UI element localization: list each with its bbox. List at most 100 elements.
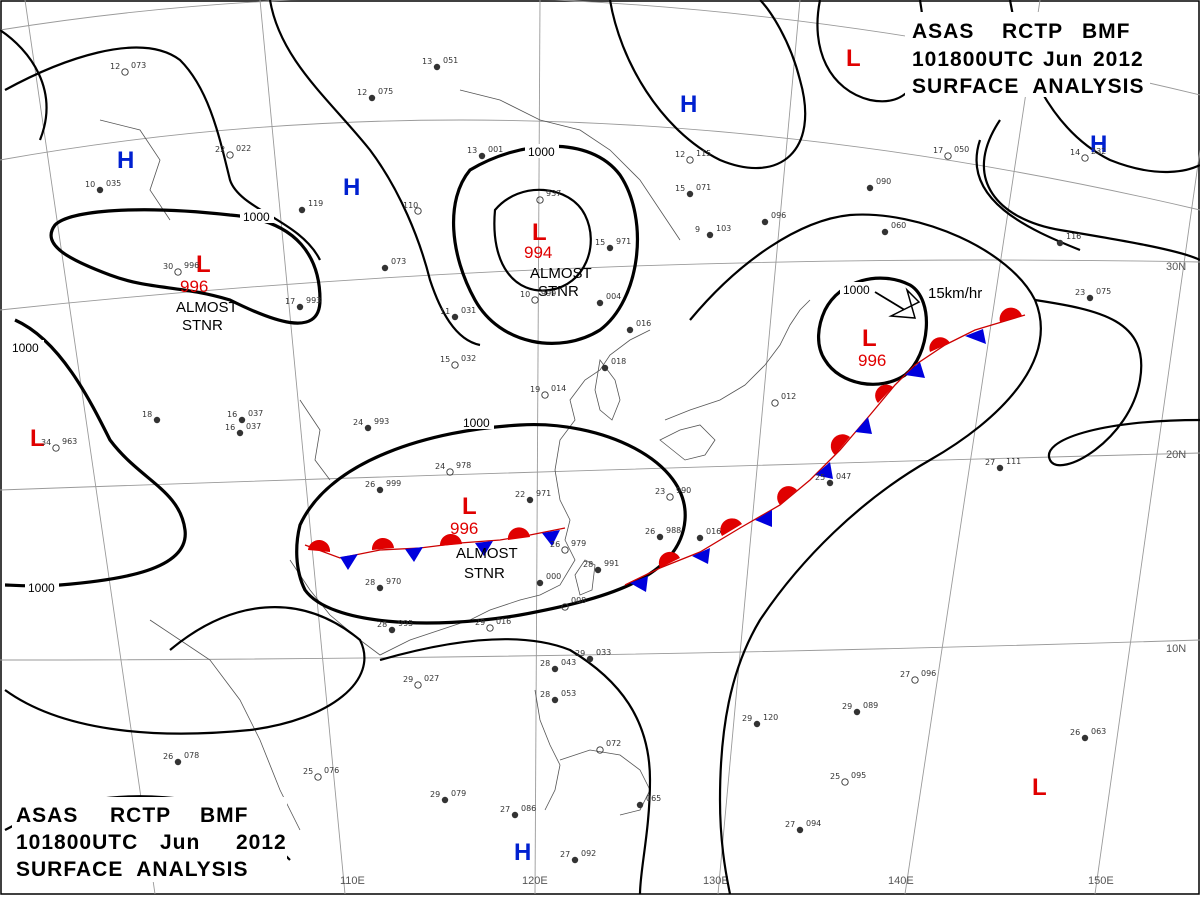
station-plot: 116 [1056, 232, 1081, 247]
isobar-east-band2 [1034, 298, 1200, 467]
cold-front-marker [855, 417, 872, 434]
station-pressure: 051 [443, 56, 458, 65]
station-circle [96, 186, 104, 194]
station-pressure: 971 [616, 237, 631, 246]
station-circle [596, 299, 604, 307]
station-plot: 016 [696, 527, 721, 542]
header-bottom-time: 101800UTC [16, 831, 138, 854]
station-circle [368, 94, 376, 102]
station-pressure: 119 [308, 199, 323, 208]
station-circle [174, 268, 182, 276]
cold-front-marker [755, 510, 772, 527]
station-pressure: 035 [106, 179, 121, 188]
grid-labels: 110E 120E 130E 140E 150E 30N 20N 10N [340, 261, 1186, 887]
station-plot: 004 [596, 292, 621, 307]
station-pressure: 012 [781, 392, 796, 401]
station-circle [451, 361, 459, 369]
cold-front-marker [905, 362, 925, 378]
station-temperature: 23 [1075, 288, 1085, 297]
isobar-1000-central [295, 422, 687, 625]
station-temperature: 28 [365, 578, 375, 587]
station-circle [433, 63, 441, 71]
station-circle [606, 244, 614, 252]
low-note-line2: STNR [182, 317, 223, 334]
station-pressure: 079 [451, 789, 466, 798]
station-plot: 12 075 [357, 87, 393, 102]
low-symbol: L [846, 45, 861, 72]
cold-front-marker [542, 530, 560, 546]
warm-front-marker [439, 533, 462, 546]
isobar-south-central2 [379, 638, 652, 895]
station-circle [796, 826, 804, 834]
station-plot: 29 089 [842, 701, 878, 716]
station-circle [706, 231, 714, 239]
station-pressure: 971 [536, 489, 551, 498]
lat-label-20n: 20N [1166, 449, 1186, 461]
station-circle [414, 681, 422, 689]
station-circle [1081, 154, 1089, 162]
station-temperature: 34 [41, 438, 51, 447]
lat-label-30n: 30N [1166, 261, 1186, 273]
station-plot: 26 999 [365, 479, 401, 494]
low-northeast: L [846, 45, 861, 72]
station-circle [841, 778, 849, 786]
station-temperature: 22 [215, 145, 225, 154]
station-circle [571, 856, 579, 864]
isobar-label: 1000 [12, 341, 39, 355]
header-bottom-month: Jun [160, 831, 200, 854]
isobar-label: 1000 [843, 283, 870, 297]
station-plot: 25 047 [815, 472, 851, 487]
station-plot: 24 978 [435, 461, 471, 476]
station-pressure: 089 [863, 701, 878, 710]
station-temperature: 110 [403, 201, 418, 210]
station-plot: 26 078 [163, 751, 199, 766]
lon-label-140e: 140E [888, 875, 914, 887]
header-top-year: 2012 [1093, 48, 1144, 71]
highs: H H H H H [117, 91, 1107, 866]
station-circle [866, 184, 874, 192]
low-northwest: L 996 ALMOST STNR [176, 251, 238, 334]
station-circle [586, 655, 594, 663]
low-symbol: L [462, 493, 477, 520]
station-temperature: 12 [357, 88, 367, 97]
motion-label: 15km/hr [928, 285, 982, 302]
warm-front-marker [658, 551, 680, 568]
lat-line-20n [0, 452, 1200, 491]
station-circle [753, 720, 761, 728]
station-pressure: 991 [604, 559, 619, 568]
station-pressure: 000 [546, 572, 561, 581]
low-north: L 994 ALMOST STNR [524, 219, 592, 300]
header-top-agency: ASAS [912, 20, 974, 43]
station-plot: 19 014 [530, 384, 566, 399]
station-plot: 060 [881, 221, 906, 236]
lat-line-35n [0, 119, 1200, 211]
low-southeast: L [1032, 774, 1047, 801]
warm-front-marker [507, 527, 530, 540]
station-plot: 18 [142, 410, 161, 424]
station-circle [551, 665, 559, 673]
station-temperature: 29 [403, 675, 413, 684]
station-plot: 17 993 [285, 296, 321, 311]
station-plot: 29 120 [742, 713, 778, 728]
station-circle [1056, 239, 1064, 247]
station-pressure: 027 [424, 674, 439, 683]
isobar-outer-east [982, 119, 1200, 261]
station-temperature: 9 [695, 225, 700, 234]
station-circle [944, 152, 952, 160]
header-bottom-year: 2012 [236, 831, 287, 854]
low-note-line1: ALMOST [530, 265, 592, 282]
station-plot: 28 995 [377, 619, 413, 634]
station-circle [414, 207, 422, 215]
station-plot: 22 971 [515, 489, 551, 504]
station-temperature: 14 [1070, 148, 1080, 157]
station-pressure: 075 [1096, 287, 1111, 296]
station-pressure: 993 [374, 417, 389, 426]
station-temperature: 16 [227, 410, 237, 419]
lon-line-150e [1094, 149, 1200, 895]
station-circle [853, 708, 861, 716]
station-temperature: 12 [675, 150, 685, 159]
warm-front-marker [308, 539, 331, 552]
station-circle [826, 479, 834, 487]
